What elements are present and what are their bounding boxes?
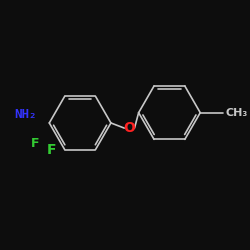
- Text: F: F: [47, 142, 56, 156]
- Text: F: F: [30, 137, 39, 150]
- Text: CH₃: CH₃: [226, 108, 248, 118]
- Text: O: O: [124, 121, 135, 135]
- Text: NH₂: NH₂: [14, 108, 37, 121]
